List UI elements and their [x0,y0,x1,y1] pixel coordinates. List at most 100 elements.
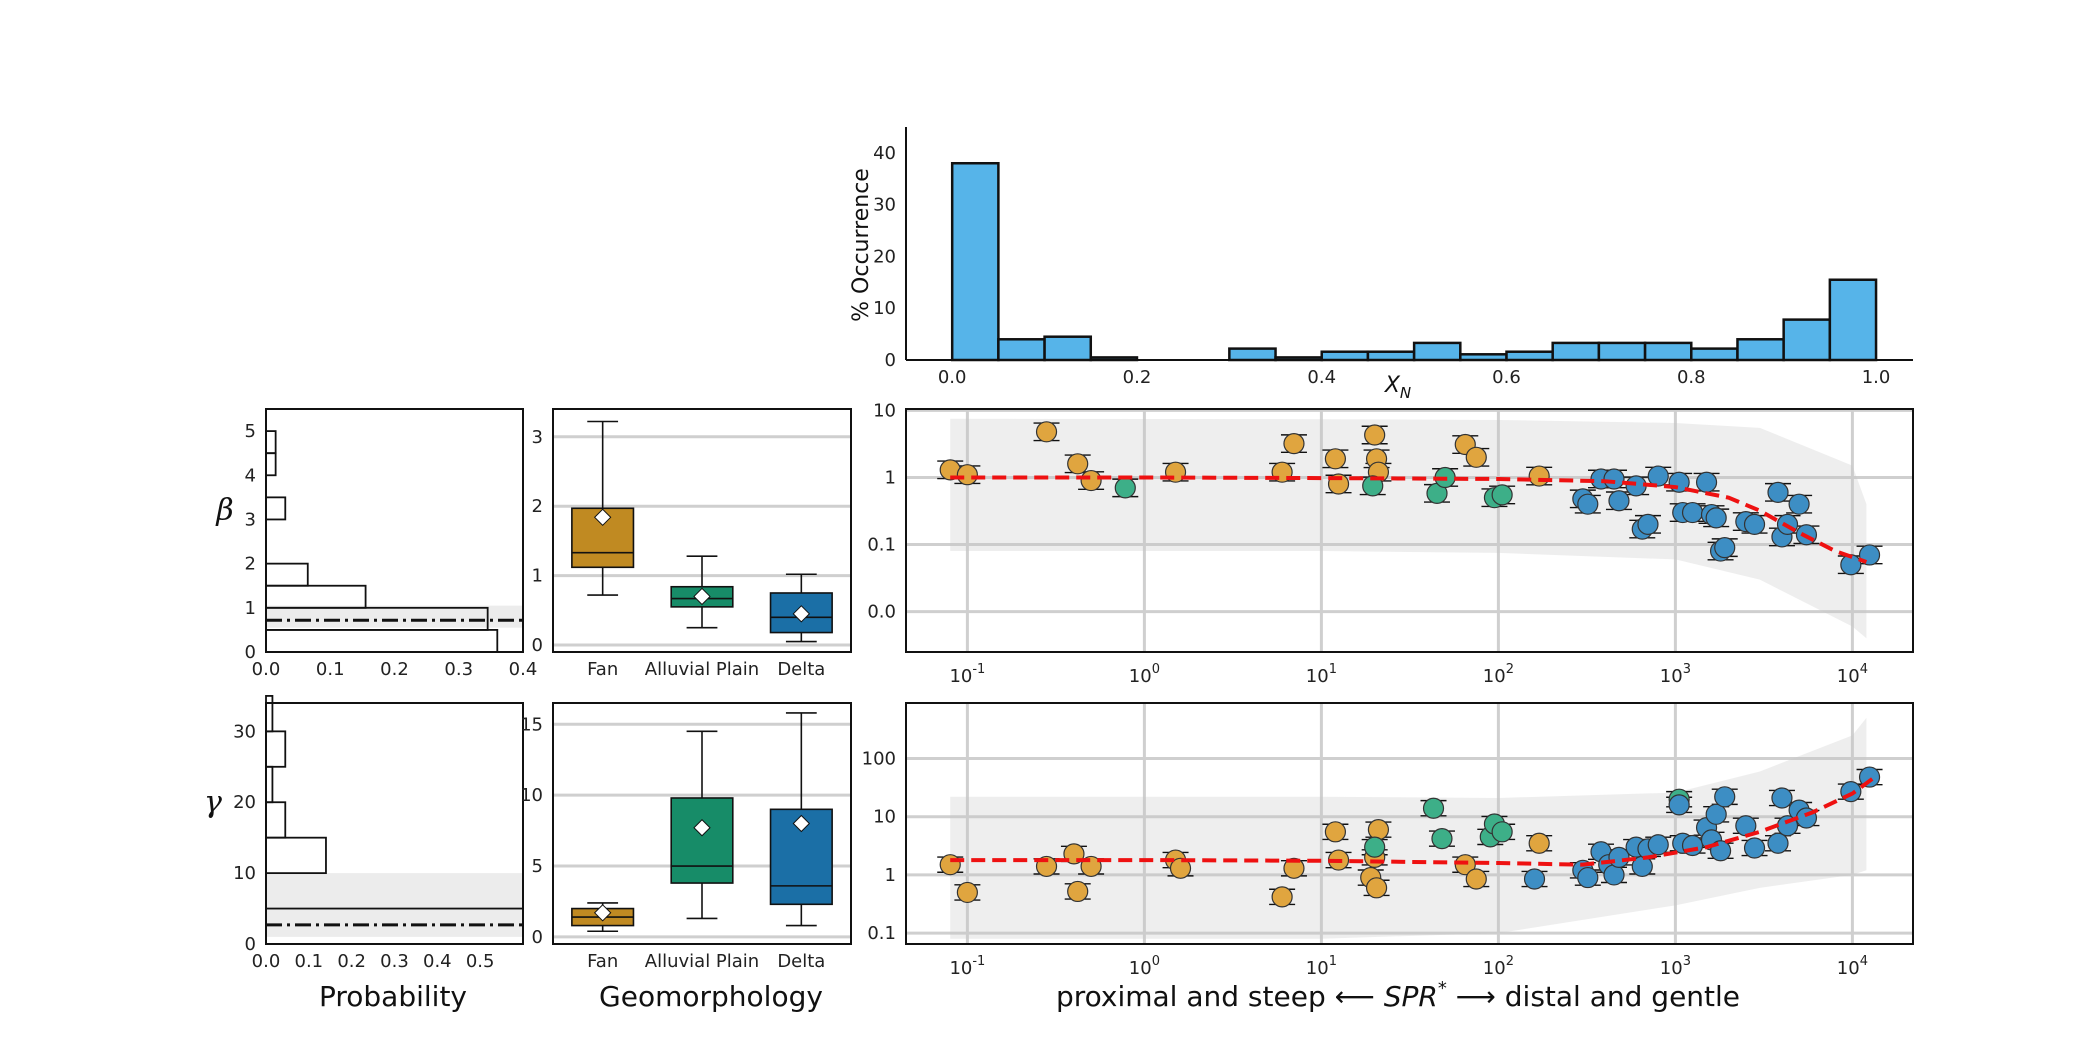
beta-scatter-point [1637,513,1659,535]
beta-scatter-point [1647,465,1669,487]
beta-scatter-x-tick: 10-1 [949,662,985,687]
beta-scatter-x-tick: 104 [1837,662,1868,687]
gamma-prob-y-tick: 30 [233,721,256,742]
gamma-scatter-point [1422,797,1445,819]
gamma-prob-x-tick: 0.2 [337,951,366,972]
beta-scatter-frame [905,408,1914,653]
beta-scatter-x-tick: 101 [1306,662,1337,687]
gamma-scatter-x-tick: 104 [1837,954,1868,979]
beta-scatter-y-tick: 0.1 [867,535,896,556]
gamma-box-mean-marker [693,819,711,837]
beta-scatter-fit-line [950,475,1868,564]
beta-prob-bar [265,584,367,609]
hist-y-tick: 10 [873,298,896,319]
gamma-scatter-fit-line [950,777,1874,867]
beta-scatter-point [1681,501,1704,524]
beta-scatter-point [1608,490,1630,512]
beta-box-y-tick: 1 [532,566,543,587]
beta-box-y-tick: 2 [532,496,543,517]
hist-bar [1505,350,1554,362]
beta-box-mean-marker [693,587,711,606]
beta-prob-x-tick: 0.2 [380,659,409,680]
gamma-scatter-x-tick: 101 [1306,954,1337,979]
gamma-probability-panel: 0.0 0.1 0.2 0.3 0.4 0.5 0 10 20 30 [233,695,524,972]
beta-scatter-point [1788,493,1810,515]
gamma-box-frame [552,702,852,945]
gamma-prob-x-tick: 0.5 [466,951,495,972]
gamma-scatter-point [1465,868,1487,890]
beta-scatter-x-tick: 100 [1129,662,1160,687]
gamma-scatter-point [1771,787,1793,809]
hist-bar [1643,341,1693,362]
beta-prob-bar [265,496,287,521]
gamma-vs-spr-panel: 10-1 100 101 102 103 104 0.1 1 10 100 [862,702,1914,979]
beta-box-mean-marker [593,508,612,527]
gamma-scatter-point [1491,821,1513,843]
xn-histogram-xlabel: XN [1384,373,1411,402]
gamma-prob-x-tick: 0.0 [252,951,281,972]
beta-scatter-point [1743,513,1766,535]
gamma-scatter-point [939,854,961,876]
hist-bar [1459,353,1508,362]
gamma-scatter-x-tick: 100 [1129,954,1160,979]
gamma-scatter-x-tick: 103 [1660,954,1691,979]
hist-x-tick: 1.0 [1862,367,1891,388]
hist-x-tick: 0.2 [1123,367,1152,388]
hist-x-tick: 0.0 [938,367,967,388]
gamma-scatter-point [956,881,978,904]
beta-prob-x-tick: 0.4 [509,659,538,680]
gamma-scatter-point [1714,786,1736,808]
gamma-prob-y-tick: 10 [233,863,256,884]
beta-scatter-x-tick: 102 [1483,662,1514,687]
gamma-scatter-point [1431,828,1453,850]
hist-bar [1366,350,1416,362]
hist-bar [1412,341,1462,362]
gamma-prob-bar [265,730,287,768]
gamma-probability-ylabel: γ [204,785,222,820]
beta-prob-x-tick: 0.3 [444,659,473,680]
gamma-prob-bar [265,836,327,875]
hist-bar [1736,338,1785,362]
hist-bar [1320,350,1370,362]
gamma-scatter-point [1743,837,1766,859]
gamma-box-mean-marker [593,904,612,922]
beta-box-y-tick: 3 [532,427,543,448]
beta-prob-band [266,605,523,628]
gamma-scatter-x-tick: 10-1 [949,954,985,979]
beta-prob-frame [265,408,524,653]
gamma-scatter-point [1324,821,1347,843]
beta-scatter-y-tick: 0.0 [867,602,896,623]
gamma-scatter-point [1528,832,1550,854]
beta-scatter-x-tick: 103 [1660,662,1691,687]
gamma-geomorphology-xlabel: Geomorphology [599,980,823,1013]
gamma-scatter-point [1858,766,1881,788]
beta-prob-bar [265,452,277,477]
gamma-scatter-point [1603,864,1625,886]
beta-scatter-confidence-band [950,418,1867,639]
gamma-prob-band [266,873,523,937]
hist-bar [1597,341,1647,362]
beta-box-y-tick: 0 [532,635,543,656]
gamma-box-box [670,797,734,884]
gamma-prob-bar [265,801,287,839]
beta-probability-panel: 0.0 0.1 0.2 0.3 0.4 0 1 2 3 4 5 [245,408,538,680]
gamma-scatter-y-tick: 1 [885,865,896,886]
gamma-scatter-point [1523,868,1546,890]
beta-prob-y-tick: 5 [245,421,256,442]
beta-box-x-tick: Fan [587,659,618,680]
beta-scatter-point [1714,537,1736,559]
beta-scatter-point [1491,484,1513,506]
beta-prob-y-tick: 4 [245,465,256,486]
beta-scatter-point [1364,424,1386,446]
gamma-scatter-point [1271,886,1293,908]
beta-scatter-point [1695,471,1718,493]
beta-scatter-y-tick: 10 [873,400,896,421]
hist-bar [950,161,1000,362]
gamma-scatter-y-tick: 100 [862,749,896,770]
beta-prob-bar [265,430,277,455]
beta-scatter-point [1705,507,1727,529]
gamma-scatter-point [1067,880,1089,903]
gamma-probability-xlabel: Probability [319,980,467,1013]
beta-scatter-point [1067,453,1089,475]
beta-prob-bar [265,629,499,653]
